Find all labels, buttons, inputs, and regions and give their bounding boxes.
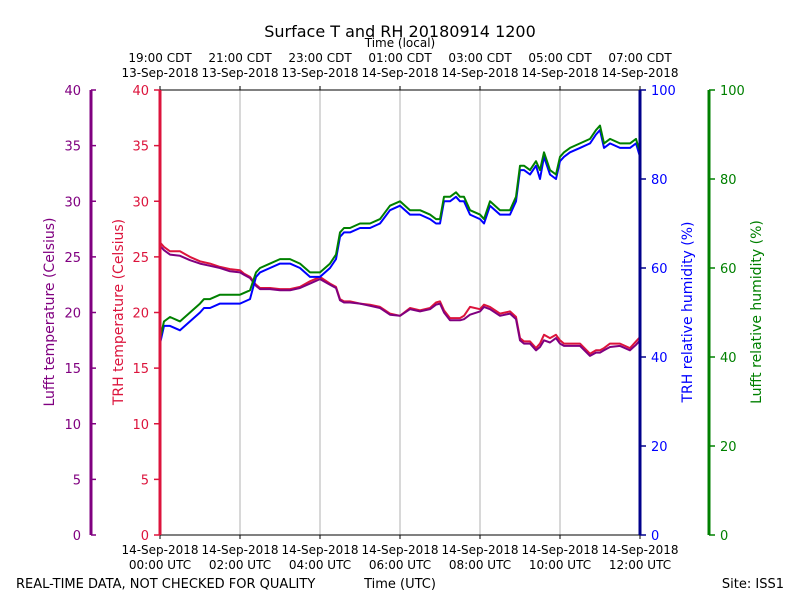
trh-temp-tick-label: 30	[132, 195, 149, 210]
x-tick-label-bottom: 14-Sep-2018 04:00 UTC	[281, 543, 358, 572]
lufft-temp-tick-label: 0	[73, 529, 81, 544]
lufft-rh-tick-label: 80	[720, 173, 737, 188]
lufft-rh-tick-label: 0	[720, 529, 728, 544]
trh-rh-tick-label: 100	[651, 84, 676, 99]
x-tick-label-bottom: 14-Sep-2018 12:00 UTC	[601, 543, 678, 572]
top-axis-label: Time (local)	[364, 36, 436, 50]
trh-temperature-label: TRH temperature (Celsius)	[111, 219, 127, 406]
lufft-temp-tick-label: 15	[64, 362, 81, 377]
trh-rh-tick-label: 20	[651, 440, 668, 455]
trh-temp-tick-label: 10	[132, 418, 149, 433]
x-tick-label-top: 21:00 CDT 13-Sep-2018	[201, 51, 278, 80]
series-layer	[159, 124, 641, 357]
site-label: Site: ISS1	[722, 577, 784, 592]
lufft-temperature-line	[159, 245, 641, 357]
x-tick-label-top: 23:00 CDT 13-Sep-2018	[281, 51, 358, 80]
quality-notice: REAL-TIME DATA, NOT CHECKED FOR QUALITY	[16, 577, 315, 592]
lufft-temp-tick-label: 30	[64, 195, 81, 210]
trh-temp-tick-label: 0	[141, 529, 149, 544]
x-tick-label-top: 03:00 CDT 14-Sep-2018	[441, 51, 518, 80]
lufft-temperature-label: Lufft temperature (Celsius)	[42, 217, 58, 406]
trh-relative-humidity-line	[159, 129, 641, 344]
lufft-rh-tick-label: 60	[720, 262, 737, 277]
x-tick-label-bottom: 14-Sep-2018 02:00 UTC	[201, 543, 278, 572]
trh-temp-tick-label: 5	[141, 473, 149, 488]
x-tick-label-top: 07:00 CDT 14-Sep-2018	[601, 51, 678, 80]
trh-temp-tick-label: 20	[132, 307, 149, 322]
trh-temp-tick-label: 25	[132, 251, 149, 266]
x-tick-label-bottom: 14-Sep-2018 08:00 UTC	[441, 543, 518, 572]
x-axis-label: Time (UTC)	[363, 577, 436, 592]
trh-temp-tick-label: 15	[132, 362, 149, 377]
lufft-rh-tick-label: 20	[720, 440, 737, 455]
lufft-temp-tick-label: 40	[64, 84, 81, 99]
lufft-temp-tick-label: 10	[64, 418, 81, 433]
lufft-temp-tick-label: 20	[64, 307, 81, 322]
trh-rh-tick-label: 60	[651, 262, 668, 277]
lufft-humidity-label: Lufft relative humidity (%)	[749, 220, 765, 404]
x-tick-label-bottom: 14-Sep-2018 06:00 UTC	[361, 543, 438, 572]
x-tick-label-top: 19:00 CDT 13-Sep-2018	[121, 51, 198, 80]
trh-temp-tick-label: 40	[132, 84, 149, 99]
lufft-temp-tick-label: 35	[64, 140, 81, 155]
lufft-temp-tick-label: 5	[73, 473, 81, 488]
x-tick-label-bottom: 14-Sep-2018 00:00 UTC	[121, 543, 198, 572]
lufft-temp-tick-label: 25	[64, 251, 81, 266]
trh-rh-tick-label: 0	[651, 529, 659, 544]
x-tick-label-top: 01:00 CDT 14-Sep-2018	[361, 51, 438, 80]
trh-rh-tick-label: 80	[651, 173, 668, 188]
chart-title: Surface T and RH 20180914 1200	[264, 22, 536, 41]
lufft-rh-tick-label: 100	[720, 84, 745, 99]
lufft-rh-tick-label: 40	[720, 351, 737, 366]
trh-humidity-label: TRH relative humidity (%)	[680, 221, 696, 403]
trh-temp-tick-label: 35	[132, 140, 149, 155]
trh-rh-tick-label: 40	[651, 351, 668, 366]
x-tick-label-bottom: 14-Sep-2018 10:00 UTC	[521, 543, 598, 572]
x-tick-label-top: 05:00 CDT 14-Sep-2018	[521, 51, 598, 80]
lufft-relative-humidity-line	[159, 124, 641, 340]
